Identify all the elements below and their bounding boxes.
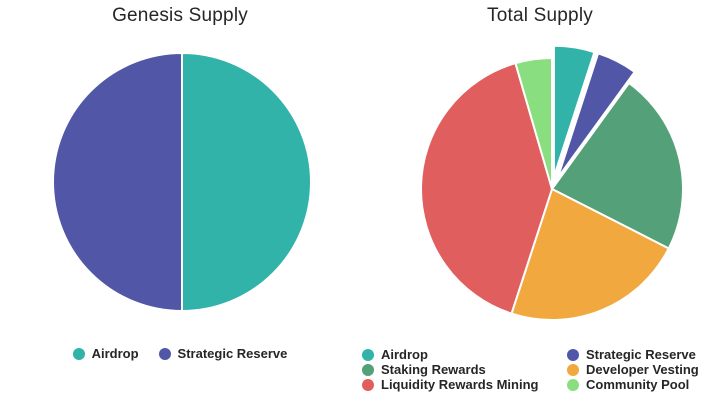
genesis-supply-slice-strategic-reserve [52,52,183,312]
legend-label-strategic-reserve: Strategic Reserve [177,346,288,361]
legend-item-strategic-reserve: Strategic Reserve [567,347,712,362]
total-supply-slice-liquidity-rewards-mining [420,62,553,315]
legend-swatch-strategic-reserve [567,348,579,361]
legend-swatch-airdrop [362,348,374,361]
legend-item-developer-vesting: Developer Vesting [567,362,712,377]
legend-label-developer-vesting: Developer Vesting [586,362,699,377]
total-supply-slice-airdrop [552,44,596,178]
legend-label-liquidity-rewards-mining: Liquidity Rewards Mining [381,377,539,392]
legend-swatch-strategic-reserve [158,347,171,360]
total-supply-legend: Airdrop Strategic Reserve Staking Rewards D… [362,347,712,392]
total-supply-slice-strategic-reserve [556,52,636,179]
genesis-supply-slice-airdrop [181,52,312,312]
total-supply-title: Total Supply [487,5,593,26]
legend-item-strategic-reserve: Strategic Reserve [158,346,288,361]
legend-item-community-pool: Community Pool [567,377,712,392]
genesis-supply-legend: Airdrop Strategic Reserve [0,346,360,361]
total-supply-slice-developer-vesting [510,188,670,321]
legend-swatch-community-pool [567,378,579,391]
legend-swatch-airdrop [72,347,85,360]
legend-swatch-liquidity-rewards-mining [362,378,374,391]
legend-label-airdrop: Airdrop [91,346,139,361]
legend-label-community-pool: Community Pool [586,377,690,392]
legend-label-airdrop: Airdrop [381,347,428,362]
legend-label-strategic-reserve: Strategic Reserve [586,347,696,362]
total-supply-pie-chart [420,44,684,321]
legend-item-liquidity-rewards-mining: Liquidity Rewards Mining [362,377,567,392]
genesis-supply-title: Genesis Supply [112,5,248,26]
legend-item-staking-rewards: Staking Rewards [362,362,567,377]
legend-item-airdrop: Airdrop [362,347,567,362]
legend-item-airdrop: Airdrop [72,346,139,361]
genesis-supply-pie-chart [52,52,312,312]
total-supply-slice-community-pool [514,57,553,190]
total-supply-slice-staking-rewards [551,82,684,250]
legend-swatch-developer-vesting [567,363,579,376]
legend-label-staking-rewards: Staking Rewards [381,362,486,377]
legend-swatch-staking-rewards [362,363,374,376]
